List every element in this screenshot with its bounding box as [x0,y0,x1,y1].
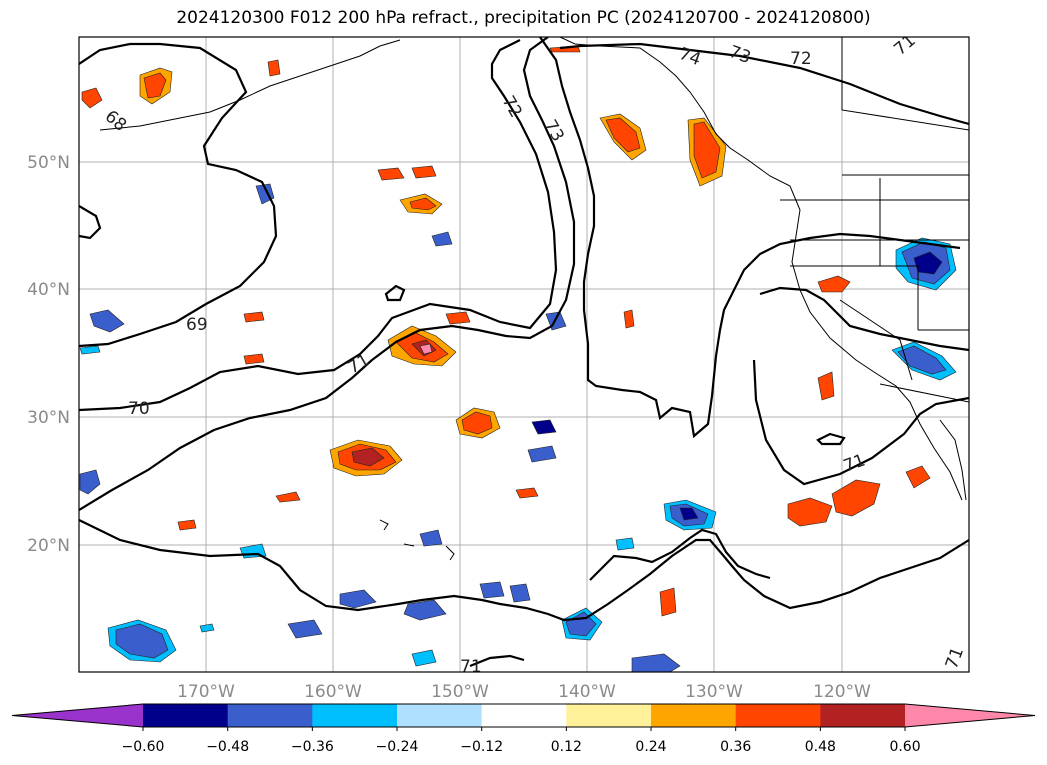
colorbar-tick-label: 0.60 [889,739,920,755]
lat-label-20n: 20°N [27,536,70,556]
contour-label: 72 [790,49,812,69]
coastlines [99,37,969,561]
negative-precip-areas [79,183,957,672]
lon-label-160w: 160°W [304,682,362,702]
colorbar-segment [312,704,398,727]
colorbar-tick-label: 0.12 [551,739,582,755]
colorbar: −0.60 −0.48 −0.36 −0.24 −0.12 0.12 0.24 0.36 0.4… [11,703,1036,755]
map-area: 68 69 70 71 72 73 74 73 72 71 71 71 71 [79,37,969,677]
colorbar-segment [397,704,483,727]
lon-label-150w: 150°W [431,682,489,702]
colorbar-extend-max [905,704,1035,727]
colorbar-tick-label: 0.24 [635,739,666,755]
contour-label: 69 [186,315,208,335]
colorbar-tick-label: 0.48 [805,739,836,755]
colorbar-segment [227,704,313,727]
colorbar-segment [735,704,821,727]
longitude-labels: 170°W 160°W 150°W 140°W 130°W 120°W [177,682,871,702]
colorbar-tick-label: −0.24 [376,739,419,755]
lon-label-140w: 140°W [558,682,616,702]
map-title: 2024120300 F012 200 hPa refract., precip… [176,8,871,28]
map-frame [78,36,970,673]
colorbar-segment [566,704,652,727]
lon-label-130w: 130°W [685,682,743,702]
refractivity-contours [79,37,969,668]
colorbar-tick-label: −0.60 [122,739,165,755]
colorbar-segment [651,704,737,727]
lon-label-120w: 120°W [813,682,871,702]
colorbar-segment [143,704,229,727]
colorbar-segment [481,704,567,727]
lat-label-50n: 50°N [27,153,70,173]
lon-label-170w: 170°W [177,682,235,702]
colorbar-tick-label: −0.48 [206,739,249,755]
lat-label-30n: 30°N [27,408,70,428]
latitude-labels: 50°N 40°N 30°N 20°N [27,153,70,556]
contour-label: 71 [460,657,482,677]
colorbar-tick-label: −0.36 [291,739,334,755]
contour-label: 70 [128,399,150,419]
colorbar-tick-label: −0.12 [460,739,503,755]
colorbar-segment [820,704,906,727]
colorbar-extend-min [12,704,143,727]
lat-label-40n: 40°N [27,280,70,300]
colorbar-tick-label: 0.36 [720,739,751,755]
